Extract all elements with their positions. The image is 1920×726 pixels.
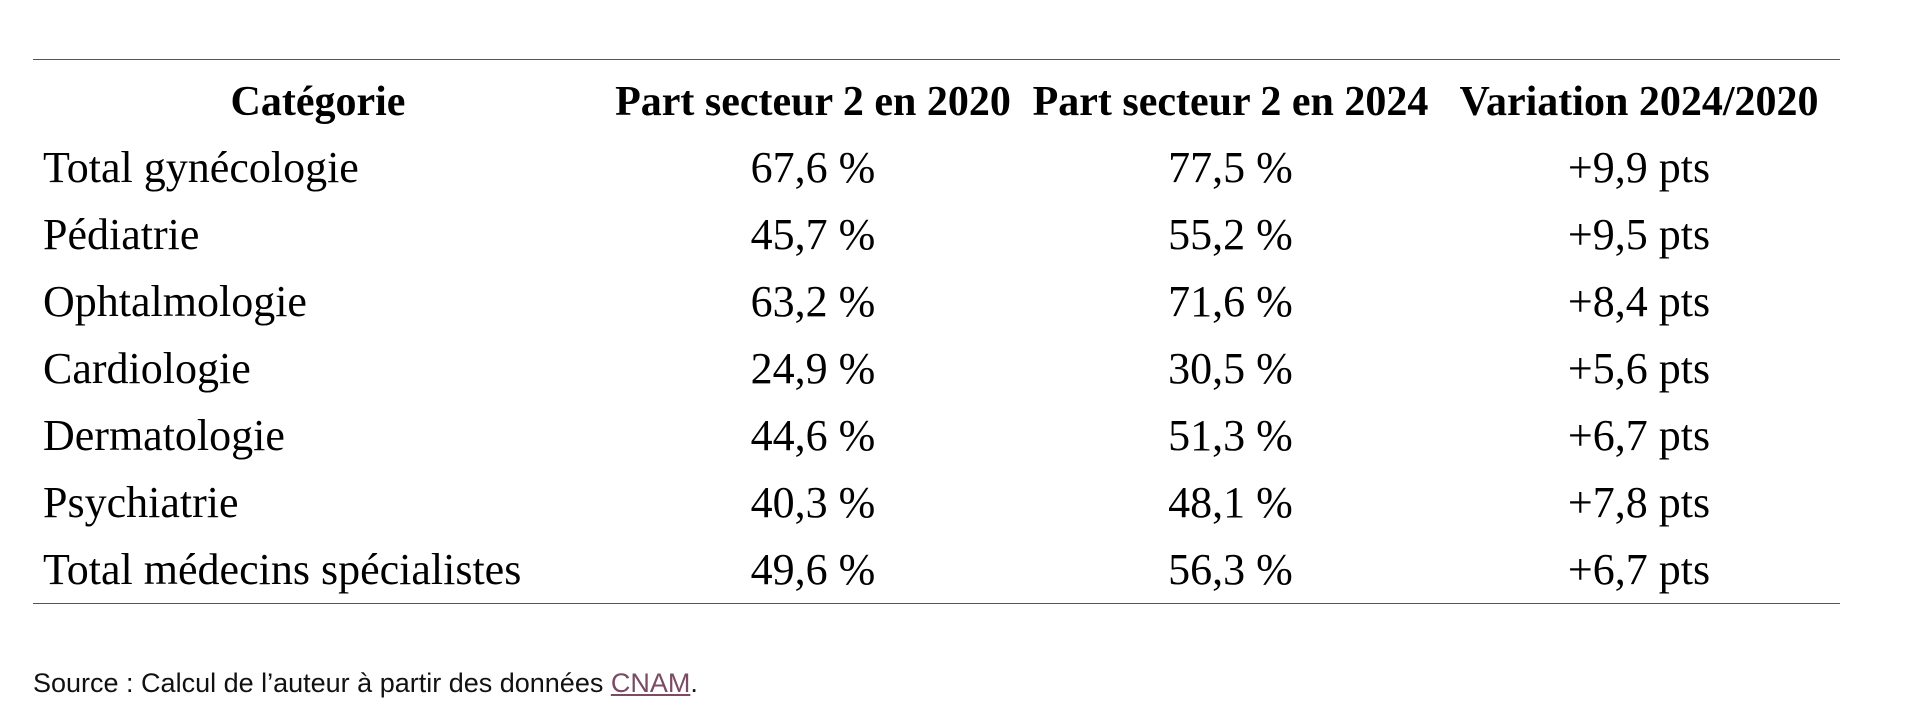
data-table: Catégorie Part secteur 2 en 2020 Part se… (33, 59, 1840, 604)
table-row: Pédiatrie 45,7 % 55,2 % +9,5 pts (33, 201, 1840, 268)
cell-share-2024: 56,3 % (1168, 544, 1293, 594)
table-row: Cardiologie 24,9 % 30,5 % +5,6 pts (33, 335, 1840, 402)
cell-share-2020: 45,7 % (750, 209, 876, 259)
table-row: Total gynécologie 67,6 % 77,5 % +9,9 pts (33, 134, 1840, 201)
header-share-2024: Part secteur 2 en 2024 (1032, 79, 1429, 125)
cell-variation: +6,7 pts (1567, 410, 1711, 460)
header-category: Catégorie (230, 79, 406, 125)
header-variation: Variation 2024/2020 (1459, 79, 1819, 125)
source-note: Source : Calcul de l’auteur à partir des… (33, 666, 698, 700)
cell-category: Total gynécologie (43, 142, 359, 192)
table-row: Ophtalmologie 63,2 % 71,6 % +8,4 pts (33, 268, 1840, 335)
header-row: Catégorie Part secteur 2 en 2020 Part se… (33, 60, 1840, 135)
cell-category: Cardiologie (43, 343, 251, 393)
cell-category: Pédiatrie (43, 209, 200, 259)
cell-share-2024: 48,1 % (1168, 477, 1293, 527)
cell-category: Psychiatrie (43, 477, 239, 527)
cell-share-2024: 77,5 % (1168, 142, 1293, 192)
cell-variation: +7,8 pts (1567, 477, 1711, 527)
cell-category: Ophtalmologie (43, 276, 307, 326)
cell-share-2024: 51,3 % (1168, 410, 1293, 460)
cell-variation: +5,6 pts (1567, 343, 1711, 393)
cell-share-2024: 71,6 % (1168, 276, 1293, 326)
cell-share-2020: 67,6 % (750, 142, 876, 192)
cell-share-2020: 44,6 % (750, 410, 876, 460)
cell-category: Total médecins spécialistes (43, 544, 522, 594)
cell-variation: +9,9 pts (1567, 142, 1711, 192)
source-prefix: Source : Calcul de l’auteur à partir des… (33, 668, 611, 698)
table-body: Total gynécologie 67,6 % 77,5 % +9,9 pts… (33, 134, 1840, 604)
cnam-link[interactable]: CNAM (610, 668, 691, 698)
cell-share-2020: 24,9 % (750, 343, 876, 393)
source-suffix: . (690, 668, 698, 698)
cell-category: Dermatologie (43, 410, 285, 460)
table-row: Dermatologie 44,6 % 51,3 % +6,7 pts (33, 402, 1840, 469)
cell-variation: +6,7 pts (1567, 544, 1711, 594)
data-table-container: Catégorie Part secteur 2 en 2020 Part se… (33, 59, 1840, 604)
cell-share-2024: 55,2 % (1168, 209, 1293, 259)
cell-variation: +8,4 pts (1567, 276, 1711, 326)
table-row: Psychiatrie 40,3 % 48,1 % +7,8 pts (33, 469, 1840, 536)
header-share-2020: Part secteur 2 en 2020 (615, 79, 1011, 125)
cell-share-2020: 49,6 % (750, 544, 876, 594)
cell-share-2020: 40,3 % (750, 477, 876, 527)
cell-share-2024: 30,5 % (1168, 343, 1293, 393)
table-header: Catégorie Part secteur 2 en 2020 Part se… (33, 60, 1840, 135)
cell-share-2020: 63,2 % (750, 276, 876, 326)
table-row: Total médecins spécialistes 49,6 % 56,3 … (33, 536, 1840, 604)
cell-variation: +9,5 pts (1567, 209, 1711, 259)
